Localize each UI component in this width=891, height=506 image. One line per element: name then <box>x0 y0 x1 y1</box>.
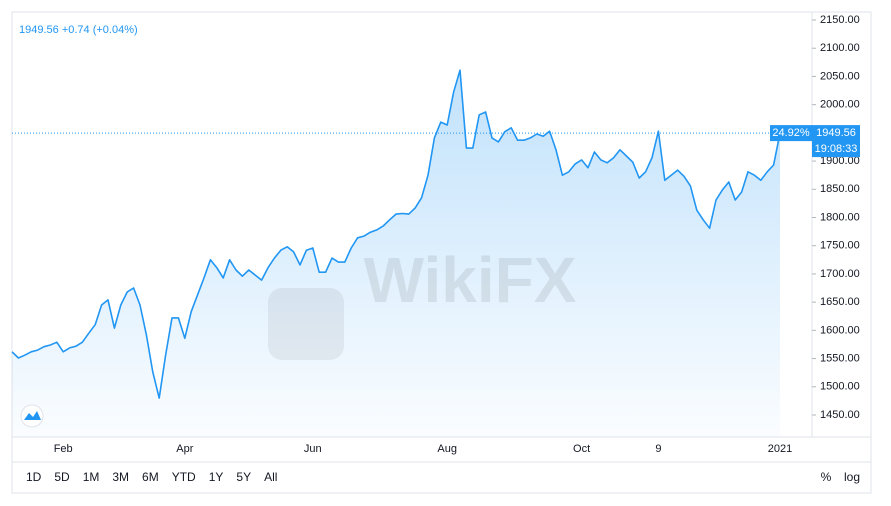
y-tick-label: 2100.00 <box>820 42 860 54</box>
tv-logo <box>20 404 44 428</box>
plot <box>11 19 816 437</box>
range-button[interactable]: 1M <box>83 470 100 484</box>
range-button[interactable]: 3M <box>112 470 129 484</box>
range-button[interactable]: 1D <box>26 470 42 484</box>
y-tick-label: 2150.00 <box>820 14 860 26</box>
x-tick-label: Aug <box>437 443 457 455</box>
area <box>12 70 780 437</box>
range-button[interactable]: 5D <box>54 470 70 484</box>
x-tick-label: Jun <box>304 443 322 455</box>
y-tick-label: 1550.00 <box>820 352 860 364</box>
y-tick-label: 1450.00 <box>820 409 860 421</box>
x-tick-label: 9 <box>655 443 661 455</box>
watermark: WikiFX <box>364 244 577 316</box>
y-tick-label: 2000.00 <box>820 99 860 111</box>
range-button[interactable]: All <box>264 470 277 484</box>
line <box>11 69 781 399</box>
countdown-label: 19:08:33 <box>815 143 858 155</box>
x-tick-label: Feb <box>54 443 73 455</box>
y-tick-label: 1750.00 <box>820 240 860 252</box>
range-button[interactable]: 6M <box>142 470 159 484</box>
percent-button[interactable]: % <box>821 470 832 484</box>
x-tick-label: Oct <box>573 443 590 455</box>
y-tick-label: 1800.00 <box>820 211 860 223</box>
change-badge <box>770 125 812 142</box>
y-tick-label: 1600.00 <box>820 324 860 336</box>
x-tick-label: 2021 <box>768 443 792 455</box>
range-button[interactable]: 5Y <box>236 470 251 484</box>
header-legend: 1949.56 +0.74 (+0.04%) <box>19 24 138 36</box>
y-tick-label: 1650.00 <box>820 296 860 308</box>
y-tick-label: 1500.00 <box>820 381 860 393</box>
y-tick-label: 1700.00 <box>820 268 860 280</box>
x-tick-label: Apr <box>176 443 193 455</box>
price-badge <box>812 125 860 158</box>
change-label: 24.92% <box>772 127 810 139</box>
range-button[interactable]: YTD <box>172 470 196 484</box>
price-label: 1949.56 <box>816 127 856 139</box>
y-tick-label: 2050.00 <box>820 70 860 82</box>
watermark-logo <box>268 288 344 360</box>
range-button[interactable]: 1Y <box>209 470 224 484</box>
log-button[interactable]: log <box>844 470 860 484</box>
y-tick-label: 1850.00 <box>820 183 860 195</box>
y-tick-label: 1900.00 <box>820 155 860 167</box>
